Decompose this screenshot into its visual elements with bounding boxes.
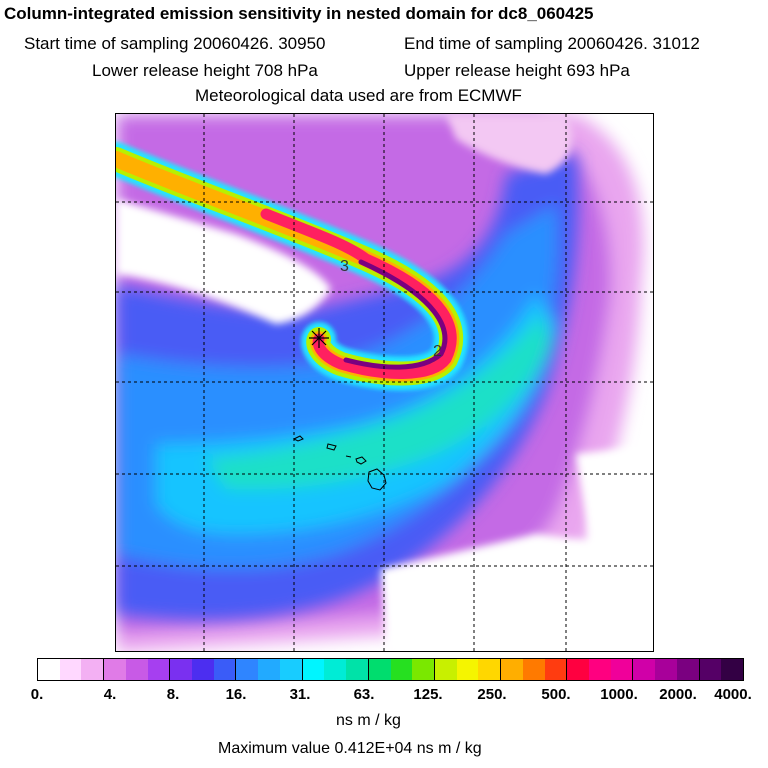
colorbar-swatch — [501, 659, 523, 680]
sensitivity-map: 3 2 — [115, 113, 654, 652]
colorbar-swatch — [434, 659, 457, 680]
maximum-value-label: Maximum value 0.412E+04 ns m / kg — [218, 740, 482, 757]
colorbar-swatch — [412, 659, 435, 680]
colorbar-tick-5: 63. — [353, 686, 375, 703]
colorbar-swatch — [192, 659, 214, 680]
meteorological-data-label: Meteorological data used are from ECMWF — [195, 86, 522, 105]
colorbar-swatch — [147, 659, 171, 680]
colorbar-tick-2: 8. — [166, 686, 180, 703]
colorbar-tick-9: 1000. — [600, 686, 638, 703]
colorbar-swatch — [610, 659, 634, 680]
colorbar-tick-8: 500. — [541, 686, 571, 703]
colorbar-tick-0: 0. — [30, 686, 44, 703]
colorbar-swatch — [213, 659, 237, 680]
colorbar-swatch — [633, 659, 656, 680]
figure-title: Column-integrated emission sensitivity i… — [4, 4, 594, 23]
release-point-star-icon — [309, 328, 329, 348]
map-canvas: 3 2 — [116, 114, 653, 651]
colorbar-swatch — [588, 659, 611, 680]
start-time-label: Start time of sampling 20060426. 30950 — [24, 34, 326, 53]
colorbar-tick-4: 31. — [289, 686, 311, 703]
colorbar-swatch — [38, 659, 60, 680]
colorbar-swatch — [676, 659, 700, 680]
colorbar-units: ns m / kg — [336, 712, 401, 729]
trajectory-band — [116, 142, 469, 391]
colorbar-tick-10: 2000. — [659, 686, 697, 703]
end-time-label: End time of sampling 20060426. 31012 — [404, 34, 700, 53]
trajectory-label-3: 3 — [340, 258, 349, 275]
colorbar-swatch — [567, 659, 589, 680]
colorbar-swatch — [368, 659, 391, 680]
colorbar-swatch — [104, 659, 126, 680]
colorbar-swatch — [655, 659, 677, 680]
color-scale-bar — [37, 658, 744, 681]
colorbar-swatch — [324, 659, 347, 680]
colorbar-swatch — [302, 659, 325, 680]
colorbar-swatch — [81, 659, 105, 680]
colorbar-tick-6: 125. — [413, 686, 443, 703]
colorbar-tick-7: 250. — [477, 686, 507, 703]
colorbar-swatch — [346, 659, 369, 680]
colorbar-swatch — [544, 659, 568, 680]
trajectory-label-2: 2 — [433, 343, 442, 360]
colorbar-swatch — [390, 659, 413, 680]
colorbar-swatch — [125, 659, 148, 680]
colorbar-swatch — [478, 659, 502, 680]
colorbar-swatch — [236, 659, 259, 680]
coastline-islands — [292, 435, 387, 491]
colorbar-swatch — [279, 659, 303, 680]
colorbar-swatch — [522, 659, 545, 680]
low-sensitivity-areas — [116, 114, 653, 651]
colorbar-swatch — [456, 659, 479, 680]
colorbar-swatch — [170, 659, 193, 680]
colorbar-swatch — [59, 659, 82, 680]
colorbar-swatch — [721, 659, 743, 680]
lower-release-height-label: Lower release height 708 hPa — [92, 61, 318, 80]
colorbar-tick-11: 4000. — [714, 686, 752, 703]
upper-release-height-label: Upper release height 693 hPa — [404, 61, 630, 80]
colorbar-swatch — [258, 659, 280, 680]
colorbar-tick-1: 4. — [103, 686, 117, 703]
colorbar-swatch — [699, 659, 722, 680]
colorbar-tick-3: 16. — [225, 686, 247, 703]
